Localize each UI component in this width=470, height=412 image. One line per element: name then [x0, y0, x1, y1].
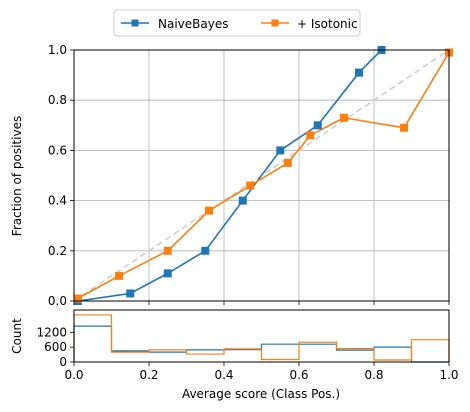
hist-y-tick-label-0: 0: [59, 355, 67, 369]
data-point-naivebayes-4: [238, 196, 247, 205]
hist-y-tick-label-1: 600: [44, 340, 67, 354]
data-point-naivebayes-2: [163, 269, 172, 278]
y-tick-label-4: 0.8: [48, 93, 67, 107]
y-tick-label-5: 1.0: [48, 43, 67, 57]
histogram-x-ticks: 0.0 0.2 0.4 0.6 0.8 1.0: [64, 362, 459, 382]
y-tick-label-2: 0.4: [48, 194, 67, 208]
data-point-isotonic-3: [205, 206, 213, 215]
data-point-naivebayes-3: [201, 246, 210, 255]
legend-frame: [113, 9, 361, 37]
histogram-y-axis-label: Count: [10, 318, 24, 354]
legend-label-naivebayes: NaiveBayes: [158, 17, 228, 31]
data-point-isotonic-2: [163, 246, 172, 255]
histogram-step-isotonic: [73, 314, 450, 362]
hist-x-tick-label-0: 0.0: [64, 368, 83, 382]
data-point-isotonic-8: [400, 123, 408, 132]
calibration-panel: 0.0 0.2 0.4 0.6 0.8 1.0 Fraction of positives: [10, 43, 453, 308]
legend: NaiveBayes + Isotonic: [113, 9, 361, 37]
y-tick-label-1: 0.2: [48, 244, 67, 258]
data-point-isotonic-5: [283, 158, 292, 167]
calibration-x-ticks: [73, 301, 450, 305]
data-point-isotonic-7: [340, 113, 348, 122]
calibration-frame: [73, 49, 450, 302]
histogram-series: [73, 314, 450, 363]
legend-entry-naivebayes: NaiveBayes: [121, 17, 228, 31]
histogram-step-naivebayes: [73, 325, 449, 363]
calibration-y-axis-label: Fraction of positives: [10, 116, 24, 236]
hist-x-tick-label-1: 0.2: [139, 368, 158, 382]
data-point-isotonic-6: [306, 131, 315, 140]
hist-x-tick-label-3: 0.6: [289, 368, 308, 382]
y-tick-label-3: 0.6: [48, 143, 67, 157]
legend-marker-naivebayes: [131, 19, 139, 27]
series-line-isotonic: [77, 52, 450, 300]
calibration-y-ticks: 0.0 0.2 0.4 0.6 0.8 1.0: [48, 43, 74, 308]
hist-x-tick-label-2: 0.4: [214, 368, 233, 382]
hist-x-tick-label-5: 1.0: [439, 368, 458, 382]
data-point-naivebayes-6: [313, 121, 322, 130]
data-point-naivebayes-7: [355, 68, 363, 77]
data-point-naivebayes-5: [276, 146, 285, 155]
legend-entry-isotonic: + Isotonic: [261, 17, 358, 31]
legend-label-isotonic: + Isotonic: [297, 17, 358, 31]
data-point-isotonic-4: [246, 181, 255, 190]
histogram-x-axis-label: Average score (Class Pos.): [182, 387, 340, 401]
hist-x-tick-label-4: 0.8: [364, 368, 383, 382]
data-point-isotonic-1: [115, 271, 123, 280]
data-point-isotonic-0: [73, 294, 82, 303]
legend-marker-isotonic: [271, 19, 279, 27]
y-tick-label-0: 0.0: [48, 294, 67, 308]
histogram-frame: [73, 309, 450, 363]
data-point-naivebayes-1: [126, 289, 135, 298]
hist-y-tick-label-2: 1200: [36, 325, 67, 339]
